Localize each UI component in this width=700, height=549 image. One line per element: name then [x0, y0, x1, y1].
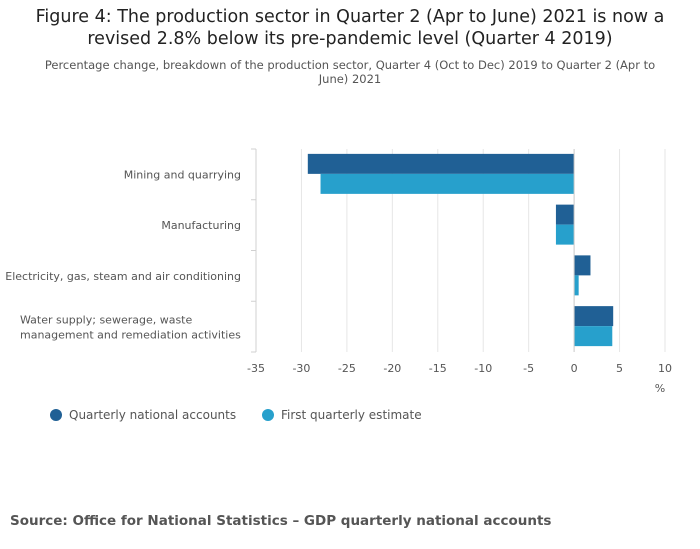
bar-series-2 [320, 173, 575, 194]
bar-series-1 [555, 204, 575, 225]
category-label-line: Electricity, gas, steam and air conditio… [5, 270, 241, 283]
bar-series-2 [574, 326, 613, 347]
category-label-line: management and remediation activities [20, 329, 241, 342]
bar-series-1 [307, 153, 575, 174]
category-label: Manufacturing [161, 219, 241, 232]
category-label: Water supply; sewerage, waste management … [20, 314, 241, 342]
x-tick-label: -35 [247, 362, 265, 375]
x-tick-label: -30 [292, 362, 310, 375]
source-note: Source: Office for National Statistics –… [10, 513, 552, 529]
legend-item-first-quarterly-estimate: First quarterly estimate [261, 408, 422, 422]
bar-chart: -35 -30 -25 -20 -15 -10 -5 0 5 10 Mining and quarr… [5, 148, 672, 395]
bar-series-1 [574, 306, 614, 327]
x-tick-label: 5 [616, 362, 623, 375]
legend-item-quarterly-national-accounts: Quarterly national accounts [50, 408, 236, 422]
bar-series-2 [555, 224, 575, 245]
x-axis-label: % [655, 382, 665, 395]
bar-series-2 [574, 275, 579, 296]
category-label: Electricity, gas, steam and air conditio… [5, 270, 241, 283]
chart-subtitle: Percentage change, breakdown of the prod… [44, 58, 656, 86]
chart-title: Figure 4: The production sector in Quart… [0, 6, 700, 50]
x-tick-label: 0 [571, 362, 578, 375]
legend-label-series-1: Quarterly national accounts [69, 408, 237, 422]
x-tick-label: -10 [474, 362, 492, 375]
category-label-line: Water supply; sewerage, waste [20, 314, 192, 327]
bar-series-1 [574, 255, 591, 276]
chart-title-line-1: Figure 4: The production sector in Quart… [35, 7, 665, 27]
chart-title-line-2: revised 2.8% below its pre-pandemic leve… [87, 29, 613, 49]
legend-swatch-series-1 [50, 409, 62, 421]
legend-label-series-2: First quarterly estimate [280, 408, 422, 422]
category-label: Mining and quarrying [124, 168, 241, 181]
x-tick-label: -25 [338, 362, 356, 375]
category-label-line: Manufacturing [161, 219, 241, 232]
category-label-line: Mining and quarrying [124, 168, 241, 181]
x-tick-label: -5 [523, 362, 534, 375]
legend: Quarterly national accounts First quarte… [50, 408, 444, 424]
x-tick-label: -15 [429, 362, 447, 375]
x-tick-label: 10 [658, 362, 672, 375]
legend-swatch-series-2 [261, 409, 274, 421]
x-tick-label: -20 [383, 362, 401, 375]
